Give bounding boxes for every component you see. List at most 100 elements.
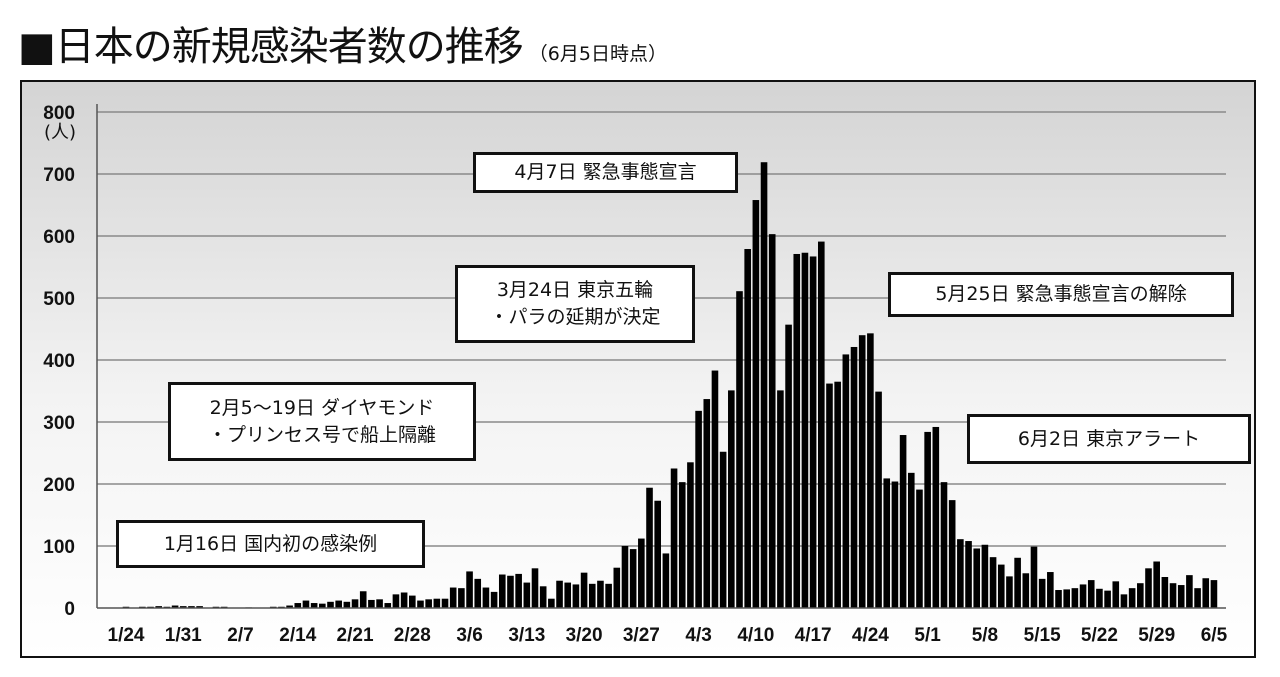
annotation-first-case: 1月16日 国内初の感染例 [116,520,425,568]
y-axis-unit: (人) [44,122,76,143]
bar [768,234,776,608]
bar [1063,589,1070,608]
bar [310,603,318,608]
bar [1120,594,1128,608]
bar [449,587,457,608]
annotation-emergency-lifted: 5月25日 緊急事態宣言の解除 [888,272,1234,317]
bar [417,600,424,608]
bar [302,600,310,608]
bar [867,333,874,608]
bar [441,598,449,608]
bar [736,291,743,608]
bar [188,606,195,608]
x-tick-label: 5/15 [1024,625,1061,646]
bar [932,426,940,608]
bar [1137,583,1144,608]
bar [515,573,522,608]
bar [948,500,956,608]
bar [654,500,661,608]
bar [687,462,694,608]
bar [793,253,801,609]
x-tick-label: 5/1 [914,625,941,646]
bar [1194,588,1201,608]
bar [703,399,711,608]
annotation-olympics-postponed: 3月24日 東京五輪 ・パラの延期が決定 [455,265,695,343]
x-tick-label: 4/17 [795,625,832,646]
bar [1153,561,1160,608]
bar [155,606,163,608]
bar [842,354,850,608]
bar [572,584,580,608]
bar [728,390,735,608]
annotation-emergency-declaration: 4月7日 緊急事態宣言 [473,152,738,193]
bar [376,599,383,608]
bar [678,482,686,608]
bar [1087,580,1095,608]
bar [883,478,891,608]
bar [433,598,441,608]
bar [818,241,825,608]
x-tick-label: 4/3 [685,625,711,646]
bar [989,557,997,608]
bar [384,603,392,608]
bar [940,482,948,608]
y-tick-label: 0 [64,599,75,620]
bar [957,539,964,608]
annotation-diamond-princess: 2月5〜19日 ダイヤモンド ・プリンセス号で船上隔離 [168,382,476,461]
y-tick-label: 800 [43,103,75,124]
bar [351,599,359,608]
bar [580,572,588,608]
x-tick-label: 3/27 [623,625,660,646]
bar [507,575,514,608]
x-tick-label: 3/13 [508,625,545,646]
bar [1186,575,1193,608]
bar [670,468,678,608]
bar [638,538,645,608]
y-tick-label: 300 [43,413,75,434]
bar [588,583,596,608]
x-tick-label: 5/8 [972,625,998,646]
bar [458,588,465,608]
bar [981,544,989,608]
bar [319,603,326,608]
bar [760,162,768,608]
x-tick-label: 4/24 [852,625,889,646]
bar [719,451,727,608]
bar [196,606,203,608]
y-tick-label: 100 [43,537,75,558]
bar [482,587,490,608]
bar [1055,590,1062,608]
bar [785,324,792,608]
bar [801,252,809,609]
bar [597,580,604,608]
bar [711,370,719,608]
bar [965,541,972,608]
bar [646,487,653,608]
bar [425,599,432,608]
bar [335,600,342,608]
bar [662,553,670,608]
bar [891,481,899,608]
bar [1030,546,1038,608]
x-tick-label: 6/5 [1201,625,1228,646]
chart-title: ■日本の新規感染者数の推移 （6月5日時点） [18,14,667,72]
bar [1079,584,1087,608]
bar [556,580,563,608]
bar [744,249,751,608]
x-tick-label: 1/31 [165,625,202,646]
bar [1112,581,1120,608]
bar [916,489,923,608]
bar [179,606,187,608]
bar [605,583,612,608]
bar [531,568,539,608]
bar [1145,568,1152,608]
y-tick-label: 700 [43,165,75,186]
x-tick-label: 2/28 [394,625,431,646]
bar [1022,573,1030,608]
bar [826,383,833,608]
bar [899,435,907,608]
bar [752,200,760,609]
annotation-tokyo-alert: 6月2日 東京アラート [967,414,1251,464]
bar [498,574,506,608]
